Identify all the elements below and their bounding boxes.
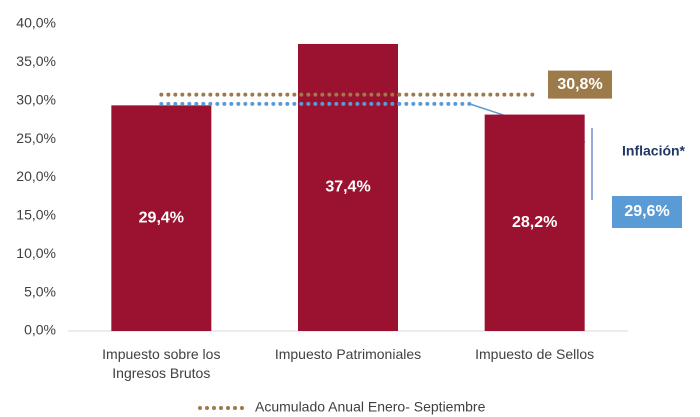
y-tick-label: 25,0% <box>16 130 56 146</box>
y-tick-label: 10,0% <box>16 245 56 261</box>
inflation-label-box <box>612 196 682 228</box>
legend-label: Acumulado Anual Enero- Septiembre <box>255 399 486 415</box>
x-tick-label: Impuesto Patrimoniales <box>274 346 422 362</box>
y-tick-label: 20,0% <box>16 168 56 184</box>
x-tick-label: Impuesto sobre los Ingresos Brutos <box>102 346 221 381</box>
y-tick-label: 30,0% <box>16 91 56 107</box>
inflation-label: 29,6% <box>624 203 669 220</box>
bar <box>484 114 585 331</box>
reference-label: 30,8% <box>557 76 602 93</box>
y-tick-label: 15,0% <box>16 207 56 223</box>
y-tick-label: 40,0% <box>16 15 56 31</box>
x-tick-label: Impuesto de Sellos <box>475 346 595 362</box>
y-tick-label: 35,0% <box>16 53 56 69</box>
inflation-annotation: Inflación* <box>622 143 686 159</box>
bar <box>111 105 212 331</box>
value-label: 28,2% <box>512 214 557 231</box>
y-tick-label: 0,0% <box>24 322 56 338</box>
value-label: 29,4% <box>139 209 184 226</box>
reference-label-box <box>548 70 612 99</box>
bar <box>298 43 398 331</box>
value-label: 37,4% <box>325 179 370 196</box>
y-tick-label: 5,0% <box>24 283 56 299</box>
